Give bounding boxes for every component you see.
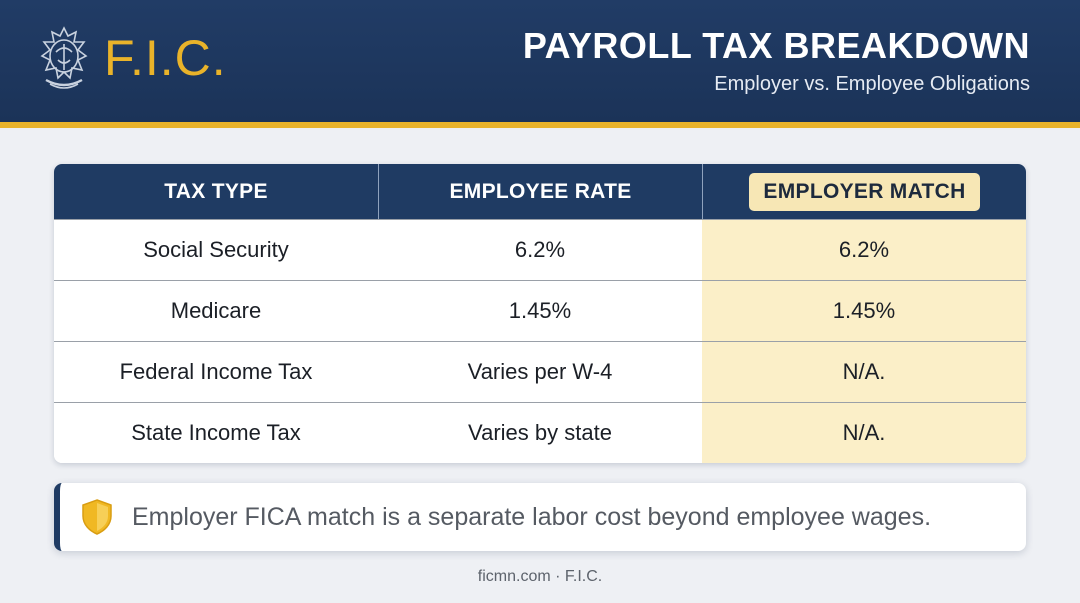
cell-employee-rate: 1.45% [378, 281, 702, 341]
cell-tax-type: State Income Tax [54, 403, 378, 463]
table-row: Medicare 1.45% 1.45% [54, 280, 1026, 341]
cell-employer-match: 1.45% [702, 281, 1026, 341]
page-subtitle: Employer vs. Employee Obligations [714, 73, 1030, 95]
table-row: State Income Tax Varies by state N/A. [54, 402, 1026, 463]
table-row: Federal Income Tax Varies per W-4 N/A. [54, 341, 1026, 402]
callout-note: Employer FICA match is a separate labor … [54, 483, 1026, 551]
page-title: PAYROLL TAX BREAKDOWN [522, 25, 1030, 66]
header-banner: F.I.C. PAYROLL TAX BREAKDOWN Employer vs… [0, 0, 1080, 122]
column-header-employee-rate: EMPLOYEE RATE [378, 164, 702, 219]
brand-name: F.I.C. [104, 30, 227, 86]
cell-tax-type: Social Security [54, 220, 378, 280]
column-header-label: TAX TYPE [164, 179, 268, 203]
cell-tax-type: Medicare [54, 281, 378, 341]
callout-text: Employer FICA match is a separate labor … [132, 502, 932, 531]
title-block: PAYROLL TAX BREAKDOWN Employer vs. Emplo… [522, 25, 1030, 95]
table-row: Social Security 6.2% 6.2% [54, 219, 1026, 280]
cell-tax-type: Federal Income Tax [54, 342, 378, 402]
cell-employer-match: N/A. [702, 342, 1026, 402]
cell-employee-rate: 6.2% [378, 220, 702, 280]
cell-employee-rate: Varies by state [378, 403, 702, 463]
cell-employer-match: 6.2% [702, 220, 1026, 280]
header-accent-bar [0, 122, 1080, 128]
logo: F.I.C. [32, 18, 227, 98]
column-header-employer-match: EMPLOYER MATCH [702, 164, 1026, 219]
column-header-label: EMPLOYER MATCH [749, 172, 980, 211]
shield-icon [82, 499, 112, 535]
seal-icon [40, 26, 88, 89]
cell-employee-rate: Varies per W-4 [378, 342, 702, 402]
footer-text: ficmn.com · F.I.C. [477, 568, 603, 585]
table-header: TAX TYPE EMPLOYEE RATE EMPLOYER MATCH [54, 164, 1026, 219]
cell-employer-match: N/A. [702, 403, 1026, 463]
column-header-tax-type: TAX TYPE [54, 164, 378, 219]
tax-table: TAX TYPE EMPLOYEE RATE EMPLOYER MATCH So… [54, 164, 1026, 463]
column-header-label: EMPLOYEE RATE [449, 179, 632, 203]
